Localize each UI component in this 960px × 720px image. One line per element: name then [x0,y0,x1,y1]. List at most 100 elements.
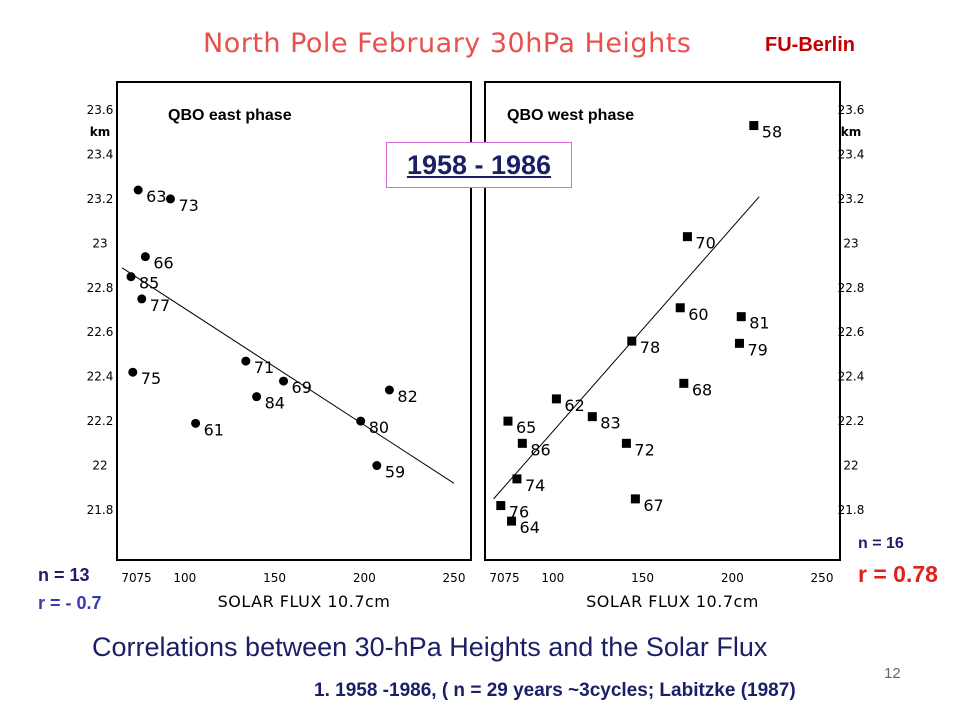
data-point [749,121,759,131]
data-point [279,376,289,386]
y-tick-label: 22.4 [87,370,114,384]
east-n-label: n = 13 [38,565,90,585]
x-tick-label: 70 [489,571,504,585]
data-point [679,378,689,388]
y-tick-label: 23.2 [87,192,114,206]
y-tick-label: 22.6 [838,325,865,339]
data-point [133,185,143,195]
x-tick-label: 75 [504,571,519,585]
data-point [252,392,262,402]
data-point [384,385,394,395]
x-tick-label: 100 [541,571,564,585]
x-tick-label: 200 [721,571,744,585]
data-point [587,412,597,422]
y-tick-label: 22.8 [838,281,865,295]
data-point-label: 63 [146,187,166,206]
x-tick-label: 250 [811,571,834,585]
data-point-label: 74 [525,476,545,495]
y-tick-label: 22.6 [87,325,114,339]
data-point [126,272,136,282]
data-point-label: 65 [516,418,536,437]
y-tick-label: 23.4 [838,147,865,161]
slide-subtitle: Correlations between 30-hPa Heights and … [92,632,768,662]
source-label: FU-Berlin [765,34,855,56]
data-point-label: 64 [520,518,540,537]
data-point [496,501,506,511]
data-point [517,438,527,448]
data-point [191,418,201,428]
data-point [128,367,138,377]
x-tick-label: 150 [631,571,654,585]
data-point-label: 86 [530,440,550,459]
data-point-label: 77 [150,296,170,315]
x-tick-label: 75 [136,571,151,585]
data-point-label: 67 [643,496,663,515]
y-tick-label: 22 [843,459,858,473]
data-point-label: 75 [141,369,161,388]
y-tick-label: 22.4 [838,370,865,384]
data-point-label: 72 [634,440,654,459]
data-point-label: 81 [749,314,769,333]
y-tick-label: 22.2 [87,414,114,428]
period-label: 1958 - 1986 [406,150,552,180]
data-point-label: 60 [688,305,708,324]
data-point [630,494,640,504]
plot-frame [484,81,841,561]
y-tick-label: 23.6 [838,103,865,117]
data-point-label: 79 [747,340,767,359]
y-tick-label: 22.8 [87,281,114,295]
y-tick-label: 22 [92,459,107,473]
data-point-label: 85 [139,274,159,293]
data-point [627,336,637,346]
y-tick-label: 23 [843,236,858,250]
page-number: 12 [884,665,901,682]
y-tick-label: 23 [92,236,107,250]
west-n-label: n = 16 [858,535,904,552]
data-point [140,252,150,262]
east-r-label: r = - 0.7 [38,593,102,613]
data-point-label: 62 [564,396,584,415]
data-point-label: 73 [178,196,198,215]
data-point-label: 69 [292,378,312,397]
data-point [675,303,685,313]
plot-frame [116,81,472,561]
data-point-label: 61 [204,420,224,439]
data-point [165,194,175,204]
x-tick-label: 70 [121,571,136,585]
y-tick-label: 23.2 [838,192,865,206]
y-tick-label: 23.4 [87,147,114,161]
data-point-label: 59 [385,463,405,482]
data-point-label: 84 [265,394,285,413]
x-tick-label: 250 [443,571,466,585]
footnote: 1. 1958 -1986, ( n = 29 years ~3cycles; … [314,680,796,701]
data-point-label: 82 [397,387,417,406]
x-tick-label: 200 [353,571,376,585]
data-point-label: 70 [695,234,715,253]
data-point-label: 66 [153,254,173,273]
data-point-label: 71 [254,358,274,377]
data-point-label: 58 [762,123,782,142]
west-r-label: r = 0.78 [858,561,938,587]
data-point-label: 80 [369,418,389,437]
y-tick-label: 22.2 [838,414,865,428]
data-point-label: 83 [600,414,620,433]
data-point [241,356,251,366]
x-tick-label: 150 [263,571,286,585]
data-point [372,461,382,471]
data-point [507,516,517,526]
panel-title: QBO west phase [507,107,634,124]
y-tick-label: 21.8 [87,503,114,517]
data-point [621,438,631,448]
x-tick-label: 100 [173,571,196,585]
period-box: 1958 - 1986 [386,142,572,188]
data-point [551,394,561,404]
x-axis-label: SOLAR FLUX 10.7cm [218,592,391,611]
data-point-label: 68 [692,380,712,399]
x-axis-label: SOLAR FLUX 10.7cm [586,592,759,611]
data-point [682,232,692,242]
chart-title: North Pole February 30hPa Heights [203,28,692,59]
trend-line [121,267,455,484]
data-point [356,416,366,426]
trend-line [493,196,760,500]
